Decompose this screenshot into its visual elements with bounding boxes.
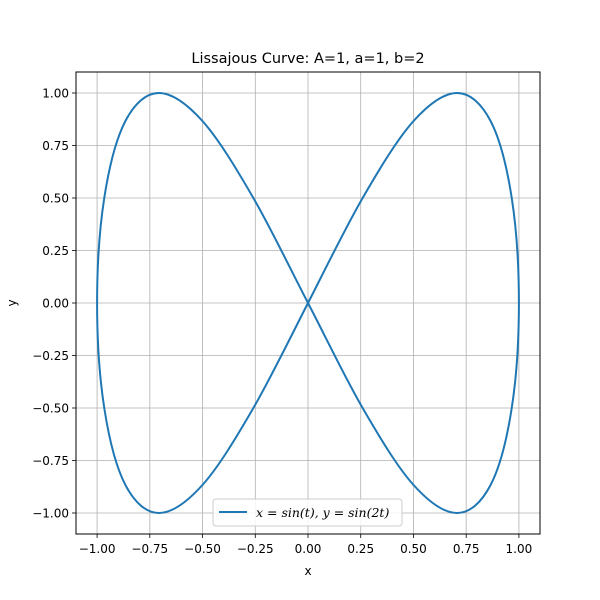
legend: x = sin(t), y = sin(2t) — [212, 498, 403, 527]
x-tick-label: −1.00 — [79, 542, 116, 556]
y-tick-label: −0.50 — [32, 402, 69, 416]
x-tick-label: 0.25 — [347, 542, 374, 556]
y-tick-label: 1.00 — [42, 87, 69, 101]
y-tick-label: 0.50 — [42, 192, 69, 206]
y-tick-label: −0.75 — [32, 454, 69, 468]
series-line — [96, 92, 520, 514]
chart-title: Lissajous Curve: A=1, a=1, b=2 — [191, 51, 424, 67]
x-tick-label: 1.00 — [506, 542, 533, 556]
y-tick-label: 0.00 — [42, 297, 69, 311]
legend-box — [212, 498, 403, 527]
legend-label: x = sin(t), y = sin(2t) — [256, 505, 389, 520]
x-axis-label: x — [304, 564, 311, 578]
x-tick-label: 0.50 — [400, 542, 427, 556]
y-tick-label: −1.00 — [32, 507, 69, 521]
plot-series — [96, 92, 520, 514]
x-tick-label: −0.75 — [131, 542, 168, 556]
y-axis-ticks: −1.00 −0.75 −0.50 −0.25 0.00 0.25 0.50 0.75 1.00 — [32, 87, 76, 521]
x-tick-label: 0.75 — [453, 542, 480, 556]
x-axis-ticks: −1.00 −0.75 −0.50 −0.25 0.00 0.25 0.50 0.75 1.00 — [79, 534, 533, 556]
y-tick-label: 0.75 — [42, 139, 69, 153]
x-tick-label: 0.00 — [295, 542, 322, 556]
y-axis-label: y — [5, 299, 19, 306]
y-tick-label: −0.25 — [32, 349, 69, 363]
x-tick-label: −0.25 — [237, 542, 274, 556]
y-tick-label: 0.25 — [42, 244, 69, 258]
x-tick-label: −0.50 — [184, 542, 221, 556]
